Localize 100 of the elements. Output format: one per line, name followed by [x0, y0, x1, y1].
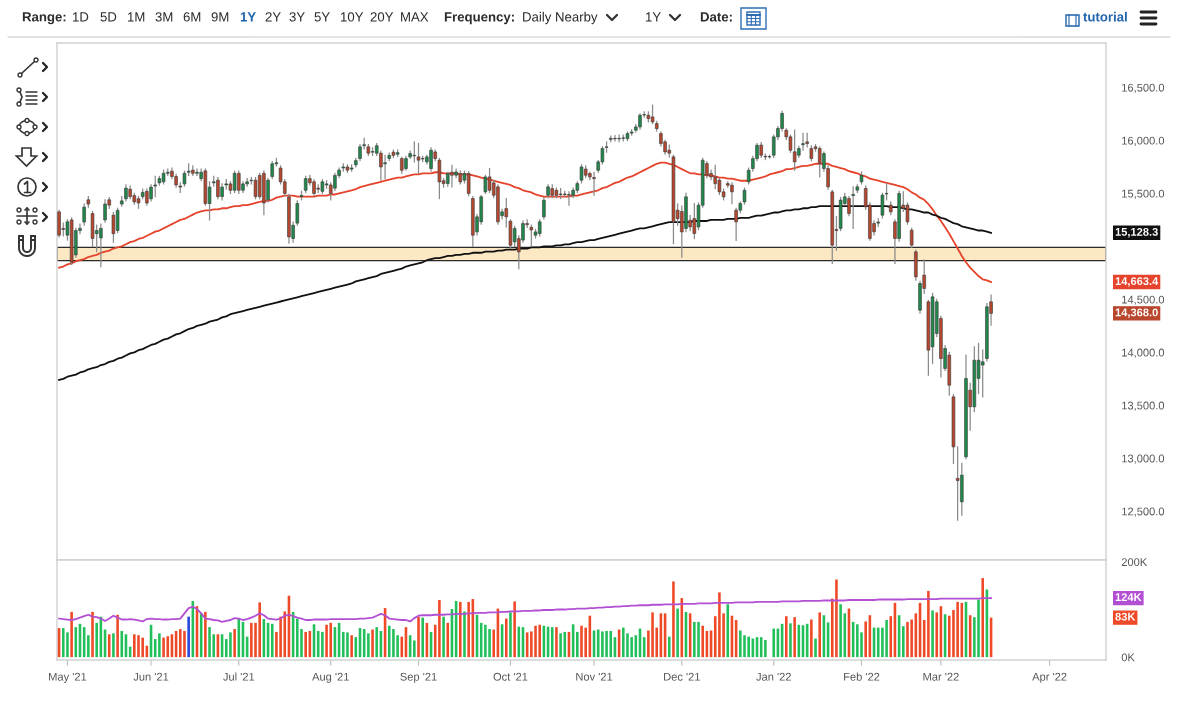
- candlestick: [153, 175, 157, 198]
- x-tick-label: Dec '21: [664, 672, 700, 681]
- y-tick-label: 16,500.0: [1122, 83, 1165, 93]
- candlestick: [466, 171, 471, 197]
- bar: [95, 622, 98, 658]
- bar: [341, 631, 345, 658]
- bar: [818, 612, 822, 658]
- text: 14,663.4: [1115, 277, 1159, 287]
- x-tick-label: Jul '21: [223, 672, 255, 681]
- text: 14,368.0: [1115, 308, 1158, 318]
- bar: [667, 636, 671, 658]
- candlestick: [592, 171, 596, 196]
- bar: [538, 624, 541, 658]
- bar: [701, 625, 704, 658]
- bar: [392, 629, 395, 658]
- bar: [158, 633, 161, 658]
- candlestick: [253, 176, 258, 200]
- bar: [258, 602, 261, 658]
- bar: [789, 623, 792, 658]
- text: 1D: [73, 12, 89, 22]
- candlestick: [237, 170, 241, 195]
- bar: [346, 632, 349, 658]
- bar: [91, 611, 94, 658]
- text: 1Y: [646, 12, 661, 22]
- x-tick-label: Feb '22: [844, 672, 880, 681]
- bar: [204, 611, 207, 658]
- candlestick: [257, 172, 262, 200]
- bar: [270, 623, 274, 658]
- bar: [835, 579, 838, 658]
- bar: [931, 610, 934, 658]
- bar: [87, 635, 90, 658]
- bar: [605, 630, 608, 658]
- candlestick: [847, 195, 851, 217]
- bar: [885, 620, 888, 658]
- bar: [387, 625, 391, 658]
- x-tick-label: Oct '21: [493, 672, 528, 681]
- bar: [316, 630, 320, 658]
- bar: [889, 616, 893, 658]
- bar: [555, 627, 558, 658]
- text: 20Y: [370, 12, 394, 22]
- bar: [321, 631, 324, 658]
- candlestick: [450, 164, 454, 188]
- candlestick: [542, 197, 546, 220]
- bar: [935, 612, 939, 658]
- bar: [747, 636, 750, 658]
- candlestick: [613, 135, 617, 142]
- x-tick-label: Nov '21: [576, 672, 613, 681]
- bar: [446, 622, 450, 658]
- candlestick: [57, 209, 61, 238]
- line-series: [58, 205, 992, 381]
- candlestick: [412, 141, 417, 163]
- candlestick: [195, 168, 199, 177]
- x-tick-label: Mar '22: [923, 672, 959, 681]
- bar: [810, 619, 813, 658]
- bar: [400, 636, 404, 658]
- bar: [576, 631, 579, 658]
- bar: [137, 635, 140, 658]
- bar: [329, 622, 333, 658]
- bar: [927, 590, 930, 658]
- candlestick: [487, 167, 492, 194]
- bar: [956, 601, 959, 658]
- bar: [693, 621, 696, 658]
- candlestick: [980, 349, 985, 398]
- bar: [772, 628, 776, 658]
- bar: [107, 634, 111, 658]
- bar: [141, 637, 144, 658]
- bar: [559, 633, 562, 658]
- text: tutorial: [1083, 11, 1127, 22]
- y-tick-label: 13,000.0: [1122, 454, 1165, 464]
- bar: [793, 617, 796, 658]
- candlestick: [115, 207, 120, 234]
- text: 5Y: [314, 12, 330, 22]
- candlestick: [713, 164, 717, 190]
- y-tick-label: 12,500.0: [1122, 507, 1165, 517]
- candlestick: [82, 203, 86, 226]
- text: 124K: [1115, 593, 1142, 601]
- candlestick: [617, 134, 621, 143]
- text: 6M: [183, 12, 201, 22]
- bar: [463, 611, 466, 658]
- y-tick-label: 0K: [1121, 653, 1135, 662]
- bar: [718, 592, 721, 658]
- text: 2Y: [265, 12, 281, 22]
- candlestick: [851, 186, 855, 230]
- x-tick-label: Jun '21: [133, 672, 169, 681]
- bar: [784, 616, 788, 658]
- bar: [162, 637, 165, 658]
- candlestick: [909, 227, 914, 249]
- bar: [534, 625, 537, 658]
- y-tick-label: 15,500.0: [1122, 189, 1165, 199]
- candlestick: [416, 142, 421, 175]
- text: 3M: [155, 12, 173, 22]
- bar: [596, 629, 600, 658]
- bar: [977, 599, 980, 658]
- bar: [726, 604, 730, 658]
- bar: [442, 616, 445, 658]
- bar: [676, 608, 679, 658]
- candlestick: [730, 182, 734, 205]
- bar: [739, 630, 742, 658]
- bar: [233, 629, 236, 658]
- candlestick: [692, 202, 697, 240]
